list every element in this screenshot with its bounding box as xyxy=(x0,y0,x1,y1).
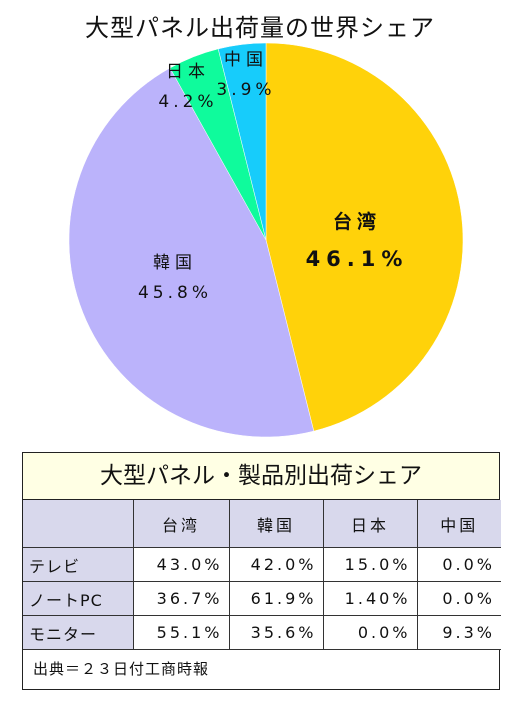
table-row: モニター 55.1% 35.6% 0.0% 9.3% xyxy=(23,615,501,650)
share-table: 台湾 韓国 日本 中国 テレビ 43.0% 42.0% 15.0% 0.0% ノ… xyxy=(23,500,501,650)
slice-value-label: 45.8% xyxy=(138,283,212,303)
slice-label: 日本 xyxy=(166,62,210,82)
table-cell: 9.3% xyxy=(416,615,501,650)
slice-value-label: 3.9% xyxy=(216,80,275,100)
table-cell: 35.6% xyxy=(228,615,324,650)
slice-label: 台湾 xyxy=(333,210,381,233)
pie-slice xyxy=(68,67,315,438)
share-table-panel: 大型パネル・製品別出荷シェア 台湾 韓国 日本 中国 テレビ 43.0% 42.… xyxy=(22,452,501,690)
slice-label: 中国 xyxy=(224,50,268,70)
table-cell: 61.9% xyxy=(228,581,324,616)
pie-slice xyxy=(265,42,464,432)
table-row: ノートPC 36.7% 61.9% 1.40% 0.0% xyxy=(23,581,501,616)
table-cell: 36.7% xyxy=(132,581,230,616)
table-cell: 0.0% xyxy=(322,615,418,650)
table-header-row: 台湾 韓国 日本 中国 xyxy=(23,500,501,548)
slice-value-label: 46.1% xyxy=(306,247,409,271)
pie-chart: 台湾 46.1% 韓国 45.8% 日本 4.2% 中国 3.9% xyxy=(68,42,464,438)
table-cell: 15.0% xyxy=(322,547,418,582)
table-cell: 0.0% xyxy=(416,547,501,582)
corner-cell xyxy=(23,500,134,548)
source-note: 出典＝２３日付工商時報 xyxy=(33,660,210,678)
slice-value-label: 4.2% xyxy=(158,92,217,112)
table-cell: 43.0% xyxy=(132,547,230,582)
column-header: 韓国 xyxy=(228,500,324,548)
pie-slice xyxy=(217,42,267,241)
table-cell: 42.0% xyxy=(228,547,324,582)
column-header: 日本 xyxy=(322,500,418,548)
row-header: モニター xyxy=(23,615,134,650)
table-cell: 1.40% xyxy=(322,581,418,616)
column-header: 台湾 xyxy=(132,500,230,548)
table-cell: 55.1% xyxy=(132,615,230,650)
slice-label: 韓国 xyxy=(153,253,197,273)
pie-chart-title: 大型パネル出荷量の世界シェア xyxy=(85,14,435,42)
row-header: テレビ xyxy=(23,547,134,582)
table-title: 大型パネル・製品別出荷シェア xyxy=(23,453,499,500)
column-header: 中国 xyxy=(416,500,501,548)
table-row: テレビ 43.0% 42.0% 15.0% 0.0% xyxy=(23,547,501,582)
row-header: ノートPC xyxy=(23,581,134,616)
table-cell: 0.0% xyxy=(416,581,501,616)
